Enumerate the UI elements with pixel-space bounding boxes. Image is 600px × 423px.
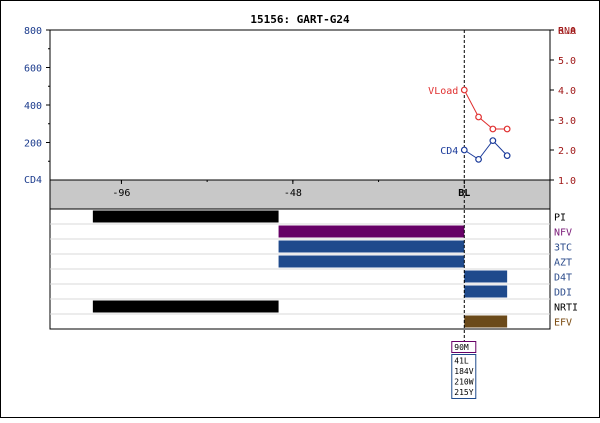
treatment-bar	[464, 315, 508, 328]
mutation-label: 90M	[454, 343, 469, 352]
chart-title: 15156: GART-G24	[250, 13, 350, 26]
series-line	[463, 89, 508, 130]
data-point	[460, 146, 468, 154]
left-axis-tick-label: 400	[24, 101, 42, 112]
x-axis-tick-label: BL	[458, 188, 470, 199]
treatment-bar	[278, 225, 465, 238]
treatment-label: PI	[554, 213, 566, 224]
treatment-bar	[92, 210, 279, 223]
right-axis-label: RNA	[558, 26, 576, 37]
mutation-box	[451, 354, 477, 399]
mutation-box	[451, 341, 477, 353]
data-point	[503, 152, 511, 160]
series-label: VLoad	[428, 86, 458, 97]
treatment-label: 3TC	[554, 243, 572, 254]
treatment-bar	[464, 285, 508, 298]
data-point	[475, 113, 482, 121]
right-axis-tick-label: 5.0	[558, 56, 576, 67]
x-axis-tick-label: -96	[112, 188, 130, 199]
right-axis-tick-label: 6.0	[558, 26, 576, 37]
treatment-bar	[464, 270, 508, 283]
series-label: CD4	[440, 146, 458, 157]
mutation-label: 210W	[454, 378, 473, 387]
data-point	[503, 125, 511, 133]
left-axis-tick-label: 200	[24, 139, 42, 150]
left-axis-tick-label: 600	[24, 64, 42, 75]
series-line	[464, 139, 508, 161]
treatment-label: NFV	[554, 228, 572, 239]
right-axis-tick-label: 4.0	[558, 86, 576, 97]
treatment-label: AZT	[554, 258, 572, 269]
data-point	[475, 155, 482, 163]
treatment-bar	[92, 300, 279, 313]
x-axis-band	[49, 179, 551, 210]
mutation-label: 215Y	[454, 388, 473, 397]
right-axis-tick-label: 3.0	[558, 116, 576, 127]
left-axis-tick-label: 800	[24, 26, 42, 37]
x-axis-tick-label: -48	[284, 188, 302, 199]
treatment-label: DDI	[554, 288, 572, 299]
mutation-label: 184V	[454, 367, 473, 376]
treatment-bar	[278, 240, 465, 253]
treatment-bar	[278, 255, 465, 268]
data-point	[489, 125, 497, 133]
left-axis-label: CD4	[24, 175, 42, 186]
treatment-label: D4T	[554, 273, 572, 284]
mutation-label: 41L	[454, 357, 469, 366]
right-axis-tick-label: 2.0	[558, 146, 576, 157]
treatment-label: EFV	[554, 318, 572, 329]
data-point	[489, 137, 497, 145]
treatment-label: NRTI	[554, 303, 578, 314]
right-axis-tick-label: 1.0	[558, 176, 576, 187]
data-point	[460, 86, 468, 94]
